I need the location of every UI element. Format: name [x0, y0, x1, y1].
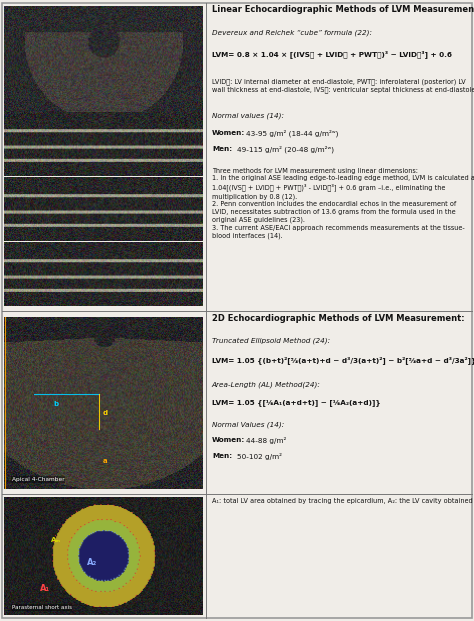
Text: Men:: Men:: [212, 453, 232, 460]
Text: LVID₝: LV internal diameter at end-diastole, PWT₝: inferolateral (posterior) LV
: LVID₝: LV internal diameter at end-diast…: [212, 78, 474, 93]
Text: Normal Values (14):: Normal Values (14):: [212, 421, 284, 427]
Text: Apical 4-Chamber: Apical 4-Chamber: [12, 477, 64, 482]
Text: Linear Echocardiographic Methods of LVM Measurement:: Linear Echocardiographic Methods of LVM …: [212, 5, 474, 14]
Text: 50-102 g/m²: 50-102 g/m²: [237, 453, 282, 460]
FancyBboxPatch shape: [2, 3, 472, 618]
Text: Aₘ: Aₘ: [52, 537, 62, 543]
Text: LVM= 0.8 × 1.04 × [(IVS₝ + LVID₝ + PWT₝)³ − LVID₝³] + 0.6: LVM= 0.8 × 1.04 × [(IVS₝ + LVID₝ + PWT₝)…: [212, 50, 452, 58]
Text: LVM= 1.05 {(b+t)²[⅔(a+t)+d − d³/3(a+t)²] − b²[⅔a+d − d³/3a²]}: LVM= 1.05 {(b+t)²[⅔(a+t)+d − d³/3(a+t)²]…: [212, 356, 474, 365]
Text: d: d: [103, 410, 108, 416]
Text: A₁: A₁: [39, 584, 50, 593]
Text: Truncated Ellipsoid Method (24):: Truncated Ellipsoid Method (24):: [212, 338, 330, 345]
Text: a: a: [103, 458, 108, 464]
Text: Area-Length (AL) Method(24):: Area-Length (AL) Method(24):: [212, 381, 321, 388]
Text: Parasternal short axis: Parasternal short axis: [12, 605, 72, 610]
Text: Three methods for LVM measurement using linear dimensions:
1. In the original AS: Three methods for LVM measurement using …: [212, 168, 474, 239]
Text: LVM= 1.05 {[⅕A₁(a+d+t)] − [⅕A₂(a+d)]}: LVM= 1.05 {[⅕A₁(a+d+t)] − [⅕A₂(a+d)]}: [212, 399, 381, 406]
Text: Men:: Men:: [212, 146, 232, 152]
Text: A₁: total LV area obtained by tracing the epicardium, A₂: the LV cavity obtained: A₁: total LV area obtained by tracing th…: [212, 497, 474, 505]
Text: Women:: Women:: [212, 130, 245, 136]
Text: 49-115 g/m² (20-48 g/m²ʷ): 49-115 g/m² (20-48 g/m²ʷ): [237, 146, 334, 153]
Text: Women:: Women:: [212, 437, 245, 443]
Text: 43-95 g/m² (18-44 g/m²ʷ): 43-95 g/m² (18-44 g/m²ʷ): [246, 130, 338, 137]
Text: b: b: [54, 401, 59, 407]
Text: A₂: A₂: [87, 558, 98, 568]
Text: 44-88 g/m²: 44-88 g/m²: [246, 437, 286, 444]
Text: Devereux and Reichek “cube” formula (22):: Devereux and Reichek “cube” formula (22)…: [212, 30, 372, 36]
Text: 2D Echocardiographic Methods of LVM Measurement:: 2D Echocardiographic Methods of LVM Meas…: [212, 314, 465, 323]
Text: Normal values (14):: Normal values (14):: [212, 112, 284, 119]
